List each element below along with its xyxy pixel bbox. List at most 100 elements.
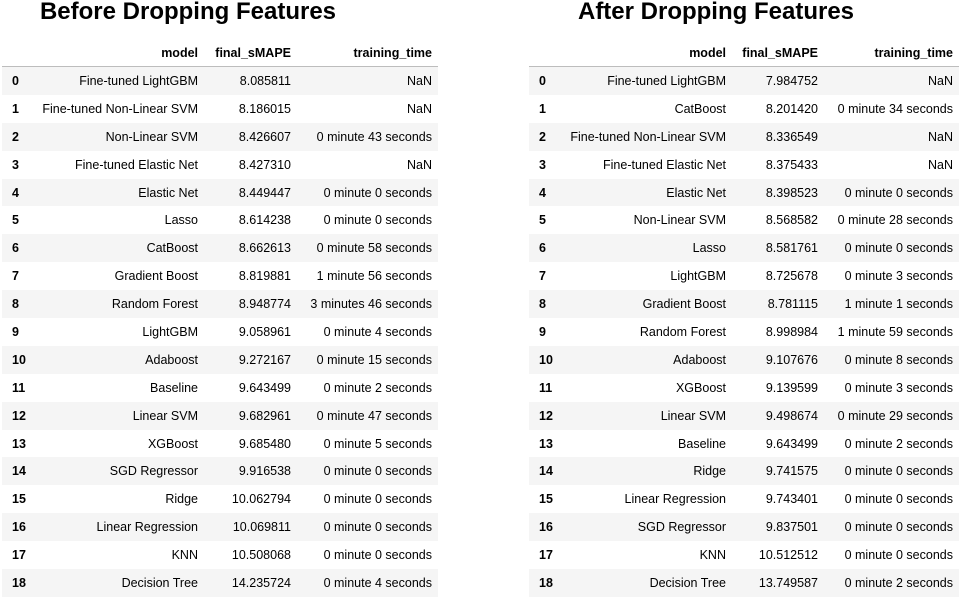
final-smape-cell: 8.581761	[765, 241, 818, 256]
table-row: 11 XGBoost 9.139599 0 minute 3 seconds	[529, 373, 959, 402]
row-index: 16	[12, 520, 26, 535]
table-row: 18 Decision Tree 13.749587 0 minute 2 secon…	[529, 569, 959, 597]
final-smape-cell: 9.916538	[238, 464, 291, 479]
row-index: 5	[539, 213, 546, 228]
before-table: model final_sMAPE training_time 0 Fine-tu…	[2, 40, 438, 597]
before-table-body: 0 Fine-tuned LightGBM 8.085811 NaN 1 Fine-tun…	[2, 66, 438, 597]
final-smape-cell: 8.085811	[239, 73, 291, 88]
model-cell: Fine-tuned LightGBM	[607, 73, 726, 88]
model-cell: KNN	[171, 548, 198, 563]
table-row: 12 Linear SVM 9.682961 0 minute 47 seconds	[2, 401, 438, 430]
training-time-cell: 0 minute 29 seconds	[837, 408, 953, 423]
model-cell: Baseline	[150, 380, 198, 395]
table-row: 5 Lasso 8.614238 0 minute 0 seconds	[2, 206, 438, 235]
before-title: Before Dropping Features	[39, 0, 337, 25]
table-row: 11 Baseline 9.643499 0 minute 2 seconds	[2, 373, 438, 402]
model-cell: Non-Linear SVM	[633, 213, 726, 228]
final-smape-cell: 8.186015	[238, 101, 291, 116]
before-header-final-smape: final_sMAPE	[204, 40, 297, 67]
table-row: 0 Fine-tuned LightGBM 7.984752 NaN	[529, 66, 959, 95]
final-smape-cell: 10.508068	[231, 548, 291, 563]
training-time-cell: 0 minute 0 seconds	[844, 548, 953, 563]
model-cell: KNN	[699, 548, 726, 563]
row-index: 17	[539, 548, 553, 563]
model-cell: Lasso	[164, 213, 198, 228]
model-cell: Lasso	[692, 241, 726, 256]
table-row: 8 Gradient Boost 8.781115 1 minute 1 second…	[529, 290, 959, 319]
final-smape-cell: 13.749587	[758, 575, 818, 590]
training-time-cell: 1 minute 56 seconds	[316, 269, 432, 284]
training-time-cell: 0 minute 58 seconds	[316, 241, 432, 256]
training-time-cell: 0 minute 2 seconds	[323, 380, 432, 395]
row-index: 17	[12, 548, 26, 563]
final-smape-cell: 9.743401	[765, 492, 818, 507]
table-row: 3 Fine-tuned Elastic Net 8.375433 NaN	[529, 150, 959, 179]
final-smape-cell: 8.725678	[765, 269, 818, 284]
training-time-cell: 0 minute 0 seconds	[844, 464, 953, 479]
row-index: 0	[539, 73, 546, 88]
final-smape-cell: 10.062794	[231, 492, 291, 507]
row-index: 4	[12, 185, 19, 200]
final-smape-cell: 8.781115	[767, 297, 818, 312]
table-row: 17 KNN 10.508068 0 minute 0 seconds	[2, 541, 438, 570]
final-smape-cell: 9.837501	[765, 520, 818, 535]
model-cell: Elastic Net	[138, 185, 198, 200]
model-cell: LightGBM	[670, 269, 726, 284]
model-cell: Linear Regression	[96, 520, 198, 535]
model-cell: Linear SVM	[132, 408, 198, 423]
final-smape-cell: 9.643499	[238, 380, 291, 395]
training-time-cell: 0 minute 3 seconds	[844, 269, 953, 284]
final-smape-cell: 8.426607	[238, 129, 291, 144]
table-row: 2 Non-Linear SVM 8.426607 0 minute 43 secon…	[2, 122, 438, 151]
final-smape-cell: 9.498674	[765, 408, 818, 423]
after-header-training-time: training_time	[824, 40, 959, 67]
final-smape-cell: 8.201420	[765, 101, 818, 116]
table-row: 1 CatBoost 8.201420 0 minute 34 seconds	[529, 94, 959, 123]
before-header-training-time: training_time	[297, 40, 438, 67]
final-smape-cell: 8.948774	[238, 297, 291, 312]
final-smape-cell: 8.614238	[238, 213, 291, 228]
table-row: 16 Linear Regression 10.069811 0 minute 0 s…	[2, 513, 438, 542]
model-cell: Decision Tree	[121, 575, 198, 590]
model-cell: Gradient Boost	[642, 297, 726, 312]
model-cell: Adaboost	[145, 352, 198, 367]
table-row: 8 Random Forest 8.948774 3 minutes 46 secon…	[2, 290, 438, 319]
model-cell: Gradient Boost	[114, 269, 198, 284]
table-row: 16 SGD Regressor 9.837501 0 minute 0 second…	[529, 513, 959, 542]
training-time-cell: 0 minute 0 seconds	[844, 185, 953, 200]
after-header-final-smape: final_sMAPE	[732, 40, 824, 67]
final-smape-cell: 7.984752	[765, 73, 818, 88]
row-index: 9	[539, 324, 546, 339]
row-index: 15	[539, 492, 553, 507]
final-smape-cell: 8.398523	[765, 185, 818, 200]
table-row: 15 Linear Regression 9.743401 0 minute 0 se…	[529, 485, 959, 514]
final-smape-cell: 8.336549	[765, 129, 818, 144]
row-index: 6	[12, 241, 19, 256]
model-cell: Linear SVM	[660, 408, 726, 423]
training-time-cell: 0 minute 3 seconds	[844, 380, 953, 395]
table-row: 0 Fine-tuned LightGBM 8.085811 NaN	[2, 66, 438, 95]
final-smape-cell: 9.272167	[238, 352, 291, 367]
training-time-cell: 3 minutes 46 seconds	[310, 297, 432, 312]
table-row: 3 Fine-tuned Elastic Net 8.427310 NaN	[2, 150, 438, 179]
row-index: 9	[12, 324, 19, 339]
table-row: 13 XGBoost 9.685480 0 minute 5 seconds	[2, 429, 438, 458]
final-smape-cell: 8.375433	[765, 157, 818, 172]
row-index: 2	[539, 129, 546, 144]
row-index: 18	[539, 575, 553, 590]
row-index: 8	[12, 297, 19, 312]
table-row: 15 Ridge 10.062794 0 minute 0 seconds	[2, 485, 438, 514]
training-time-cell: 0 minute 0 seconds	[323, 213, 432, 228]
row-index: 13	[539, 436, 553, 451]
training-time-cell: 1 minute 1 seconds	[844, 297, 953, 312]
training-time-cell: NaN	[927, 157, 953, 172]
final-smape-cell: 8.819881	[238, 269, 291, 284]
training-time-cell: 0 minute 0 seconds	[323, 464, 432, 479]
training-time-cell: 0 minute 5 seconds	[323, 436, 432, 451]
row-index: 18	[12, 575, 26, 590]
row-index: 7	[12, 269, 19, 284]
model-cell: XGBoost	[675, 380, 726, 395]
table-row: 14 Ridge 9.741575 0 minute 0 seconds	[529, 457, 959, 486]
table-row: 10 Adaboost 9.107676 0 minute 8 seconds	[529, 345, 959, 374]
model-cell: Fine-tuned LightGBM	[79, 73, 198, 88]
